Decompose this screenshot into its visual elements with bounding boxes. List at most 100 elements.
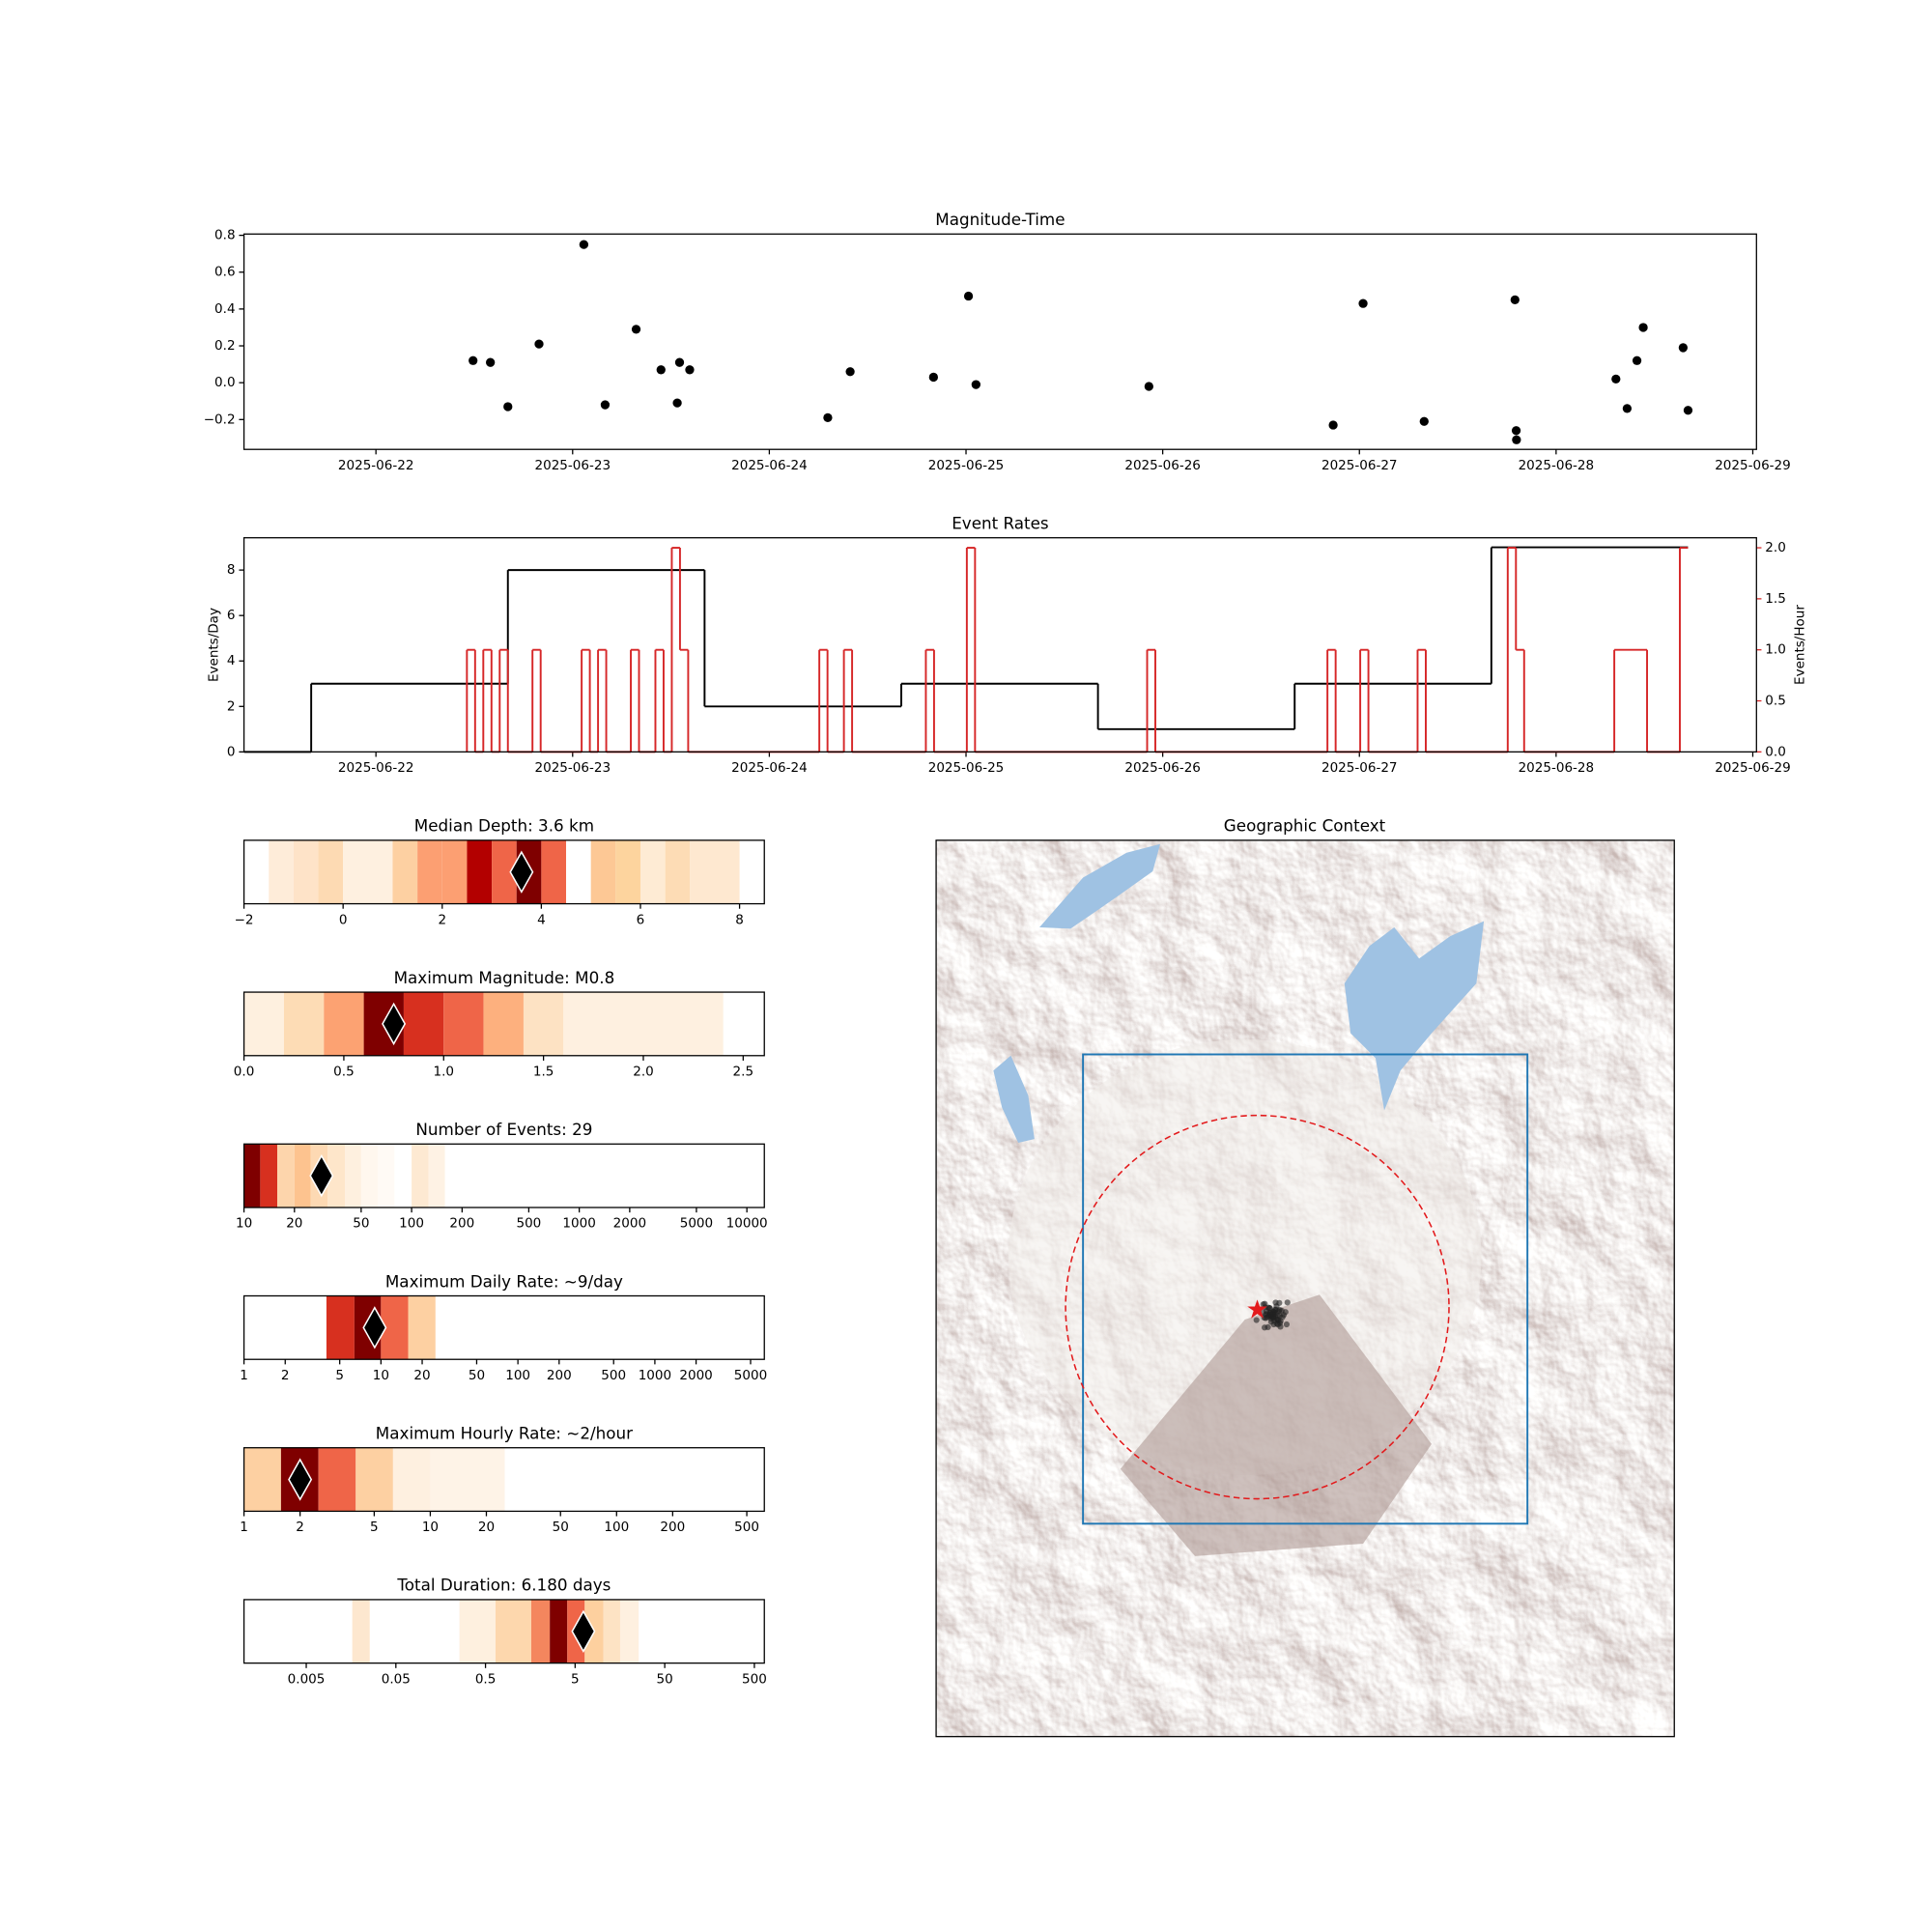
strip-band: [566, 839, 591, 904]
strip-band: [639, 839, 666, 904]
event-dot: [1283, 1321, 1290, 1328]
strip-band: [293, 839, 319, 904]
event-point: [963, 291, 974, 301]
y2-tick-label: 0.5: [1765, 694, 1785, 709]
x-tick-label: 5: [571, 1671, 580, 1687]
strip-frame: [242, 1599, 765, 1664]
y-tick-label: 0.8: [214, 228, 236, 243]
strip-band: [243, 1144, 261, 1208]
map-title: Geographic Context: [1224, 816, 1386, 836]
strip-title: Maximum Daily Rate: ~9/day: [385, 1271, 623, 1291]
event-point: [579, 240, 589, 249]
event-point: [1678, 343, 1689, 353]
event-point: [503, 402, 513, 412]
y2-tick-label: 0.0: [1765, 744, 1785, 759]
x-tick-label: 2025-06-29: [1715, 458, 1791, 473]
volcano-star: [1247, 1299, 1267, 1319]
y2-tick-label: 1.0: [1765, 642, 1785, 658]
x-tick-label: 2025-06-25: [928, 760, 1005, 776]
x-tick-label: 2025-06-28: [1519, 458, 1595, 473]
strip-band: [563, 992, 724, 1056]
strip-band: [283, 992, 325, 1056]
strip-frame: [242, 1294, 765, 1360]
event-point: [1358, 298, 1368, 308]
event-dot: [1263, 1315, 1269, 1321]
strip-band: [495, 1599, 531, 1663]
x-tick-label: 50: [657, 1671, 673, 1687]
x-tick-label: 10: [373, 1368, 389, 1383]
event-dot: [1253, 1317, 1260, 1323]
x-tick-label: 2.5: [733, 1065, 754, 1080]
strip-band: [294, 1144, 311, 1208]
x-tick-label: 1: [240, 1520, 248, 1535]
strip-band: [690, 839, 740, 904]
event-dot: [1279, 1314, 1286, 1321]
event-point: [1328, 420, 1338, 430]
x-tick-label: 200: [449, 1216, 474, 1232]
x-tick-label: 1000: [639, 1368, 671, 1383]
event-dot: [1277, 1323, 1284, 1330]
event-dots: [1253, 1299, 1291, 1331]
strip-band: [324, 992, 364, 1056]
strip-band: [243, 1447, 281, 1512]
event-dot: [1264, 1323, 1271, 1330]
plot-frame: [242, 233, 1757, 450]
strip-band: [590, 839, 616, 904]
event-point: [1683, 406, 1693, 415]
x-tick-label: 5: [335, 1368, 344, 1383]
x-tick-label: 0.005: [288, 1671, 326, 1687]
value-diamond: [288, 1458, 313, 1501]
strip-band: [412, 1144, 429, 1208]
y-tick-label: 0: [227, 744, 236, 759]
strip-band: [467, 839, 493, 904]
x-tick-label: 1.5: [533, 1065, 554, 1080]
event-point: [845, 367, 855, 377]
strip-band: [441, 839, 468, 904]
y-axis-label: Events/Day: [207, 608, 222, 682]
strip-band: [318, 1447, 356, 1512]
strip-band: [326, 1295, 355, 1360]
strip-frame: [242, 991, 765, 1057]
strip-band: [443, 992, 484, 1056]
x-tick-label: 1: [240, 1368, 248, 1383]
x-tick-label: 6: [637, 912, 645, 927]
strip-title: Maximum Hourly Rate: ~2/hour: [376, 1424, 633, 1443]
strip-title: Number of Events: 29: [415, 1120, 592, 1139]
strip-band: [523, 992, 564, 1056]
x-tick-label: 2025-06-28: [1519, 760, 1595, 776]
search-box: [1082, 1053, 1529, 1525]
y-tick-label: 2: [227, 698, 236, 714]
strip-band: [394, 1144, 412, 1208]
x-tick-label: 2025-06-26: [1124, 458, 1201, 473]
lake: [993, 1055, 1035, 1143]
event-point: [1510, 295, 1520, 304]
event-point: [928, 372, 939, 383]
x-tick-label: 500: [601, 1368, 626, 1383]
value-diamond: [362, 1306, 387, 1350]
strip-band: [318, 839, 344, 904]
event-point: [534, 339, 544, 349]
x-tick-label: 500: [742, 1671, 767, 1687]
x-tick-label: 200: [547, 1368, 572, 1383]
crater-fan: [1120, 1294, 1432, 1556]
x-tick-label: 10000: [726, 1216, 768, 1232]
x-tick-label: 1000: [562, 1216, 595, 1232]
strip-band: [665, 839, 691, 904]
y-tick-label: 8: [227, 562, 236, 578]
x-tick-label: 2025-06-25: [928, 458, 1005, 473]
strip-band: [260, 1144, 278, 1208]
x-tick-label: 100: [604, 1520, 629, 1535]
event-point: [1512, 435, 1521, 444]
strip-band: [428, 1144, 445, 1208]
x-tick-label: 8: [735, 912, 744, 927]
strip-band: [417, 839, 442, 904]
x-tick-label: 20: [286, 1216, 302, 1232]
event-point: [823, 412, 833, 423]
strip-band: [277, 1144, 295, 1208]
event-point: [1144, 382, 1153, 391]
x-tick-label: 0.0: [234, 1065, 255, 1080]
strip-band: [327, 1144, 346, 1208]
event-dot: [1278, 1307, 1285, 1314]
